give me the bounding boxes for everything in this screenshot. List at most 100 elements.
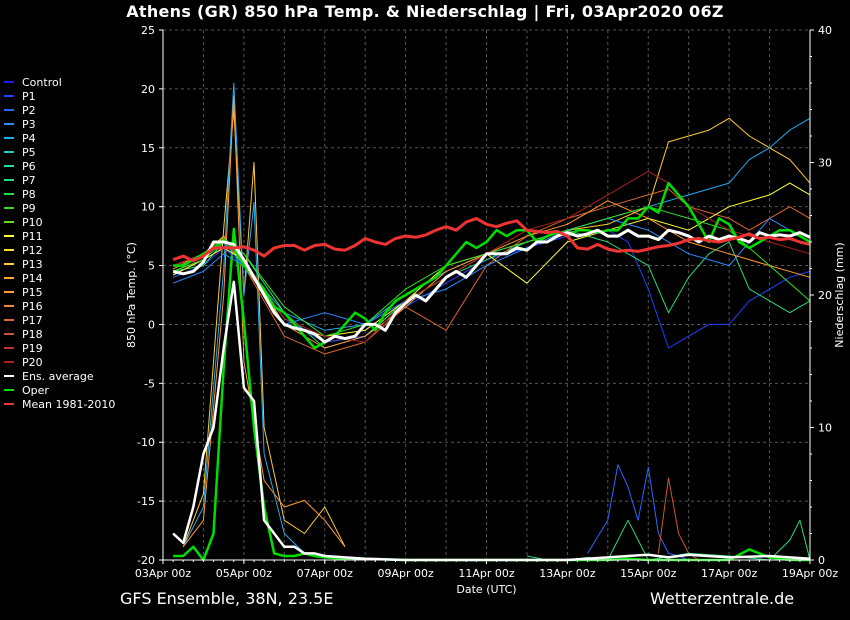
legend-item: P9 — [4, 201, 115, 215]
y-axis-label: 850 hPa Temp. (°C) — [125, 242, 138, 348]
legend-swatch — [4, 319, 14, 321]
y2-tick-label: 40 — [818, 24, 832, 37]
legend-label: P2 — [22, 103, 36, 117]
precip-line-oper — [173, 227, 810, 562]
legend-item: P11 — [4, 229, 115, 243]
y2-axis-label: Niederschlag (mm) — [833, 242, 846, 347]
axes: -20 -15 -10 -5 0 5 10 15 20 25 0 10 20 30 40 03Apr 00z 0… — [125, 24, 846, 596]
legend-swatch — [4, 235, 14, 237]
legend-item: P15 — [4, 285, 115, 299]
legend-label: Mean 1981-2010 — [22, 397, 116, 411]
legend-swatch — [4, 375, 14, 377]
legend-item: P3 — [4, 117, 115, 131]
legend-swatch — [4, 165, 14, 167]
precip-line-p13 — [182, 109, 346, 548]
legend-item: P2 — [4, 103, 115, 117]
legend-item: P7 — [4, 173, 115, 187]
y-tick-label: -15 — [137, 495, 155, 508]
legend-label: P11 — [22, 229, 43, 243]
temp-line-p17 — [172, 188, 811, 355]
temp-line-p20 — [172, 170, 811, 343]
legend-item: P19 — [4, 341, 115, 355]
y-tick-label: 0 — [148, 318, 155, 331]
legend-item: Mean 1981-2010 — [4, 397, 115, 411]
x-tick-label: 05Apr 00z — [216, 567, 273, 580]
y-tick-label: -20 — [137, 554, 155, 567]
temp-line-p11 — [172, 182, 811, 337]
legend-item: P8 — [4, 187, 115, 201]
legend-item: Oper — [4, 383, 115, 397]
legend-swatch — [4, 305, 14, 307]
legend-label: P7 — [22, 173, 36, 187]
legend-label: P20 — [22, 355, 43, 369]
legend-swatch — [4, 389, 14, 391]
legend-label: P14 — [22, 271, 43, 285]
precip-line-p2 — [587, 464, 689, 561]
y2-tick-label: 10 — [818, 422, 832, 435]
legend-label: P5 — [22, 145, 36, 159]
precip-line-p18 — [657, 477, 700, 561]
precip-line-ens-average — [172, 280, 811, 562]
legend-item: P5 — [4, 145, 115, 159]
legend-item: P6 — [4, 159, 115, 173]
legend-item: P4 — [4, 131, 115, 145]
legend-item: P10 — [4, 215, 115, 229]
legend-swatch — [4, 263, 14, 265]
temp-line-mean-1981-2010 — [172, 216, 811, 263]
legend-label: P16 — [22, 299, 43, 313]
legend-swatch — [4, 151, 14, 153]
legend-label: P19 — [22, 341, 43, 355]
y2-tick-label: 0 — [818, 554, 825, 567]
chart-title: Athens (GR) 850 hPa Temp. & Niederschlag… — [126, 2, 724, 21]
legend-swatch — [4, 95, 14, 97]
legend-item: P14 — [4, 271, 115, 285]
source-credit: Wetterzentrale.de — [650, 589, 795, 608]
x-tick-label: 09Apr 00z — [377, 567, 434, 580]
legend-item: P17 — [4, 313, 115, 327]
y-tick-label: 5 — [148, 260, 155, 273]
legend-swatch — [4, 291, 14, 293]
legend-swatch — [4, 249, 14, 251]
legend-label: P18 — [22, 327, 43, 341]
legend-swatch — [4, 193, 14, 195]
legend-label: P10 — [22, 215, 43, 229]
legend-item: P20 — [4, 355, 115, 369]
legend-item: Ens. average — [4, 369, 115, 383]
legend-item: P1 — [4, 89, 115, 103]
legend-swatch — [4, 179, 14, 181]
legend-item: P16 — [4, 299, 115, 313]
x-tick-label: 03Apr 00z — [135, 567, 192, 580]
legend-label: Oper — [22, 383, 49, 397]
precip-line-p7 — [526, 519, 811, 561]
precip-line-p4 — [182, 82, 305, 554]
legend-label: P3 — [22, 117, 36, 131]
legend-swatch — [4, 123, 14, 125]
y2-tick-label: 20 — [818, 289, 832, 302]
legend-swatch — [4, 403, 14, 405]
y-tick-label: -10 — [137, 436, 155, 449]
legend: Control P1 P2 P3 P4 P5 P6 P7 P8 P9 P10 P11 P12 P13 P14… — [4, 75, 115, 411]
y-tick-label: -5 — [144, 377, 155, 390]
precipitation-lines — [172, 82, 811, 562]
legend-label: P8 — [22, 187, 36, 201]
x-axis-label: Date (UTC) — [456, 583, 516, 596]
model-info: GFS Ensemble, 38N, 23.5E — [120, 589, 334, 608]
temp-line-oper — [173, 181, 811, 350]
legend-item: P13 — [4, 257, 115, 271]
y-tick-label: 25 — [141, 24, 155, 37]
temp-line-p15 — [172, 200, 811, 349]
legend-swatch — [4, 221, 14, 223]
y2-tick-label: 30 — [818, 157, 832, 170]
legend-item: P12 — [4, 243, 115, 257]
legend-item: Control — [4, 75, 115, 89]
x-tick-label: 17Apr 00z — [701, 567, 758, 580]
temperature-lines — [172, 117, 811, 355]
x-tick-label: 13Apr 00z — [539, 567, 596, 580]
x-tick-label: 11Apr 00z — [458, 567, 515, 580]
legend-swatch — [4, 277, 14, 279]
legend-label: P6 — [22, 159, 36, 173]
x-tick-label: 15Apr 00z — [620, 567, 677, 580]
y-tick-label: 20 — [141, 83, 155, 96]
legend-label: P15 — [22, 285, 43, 299]
